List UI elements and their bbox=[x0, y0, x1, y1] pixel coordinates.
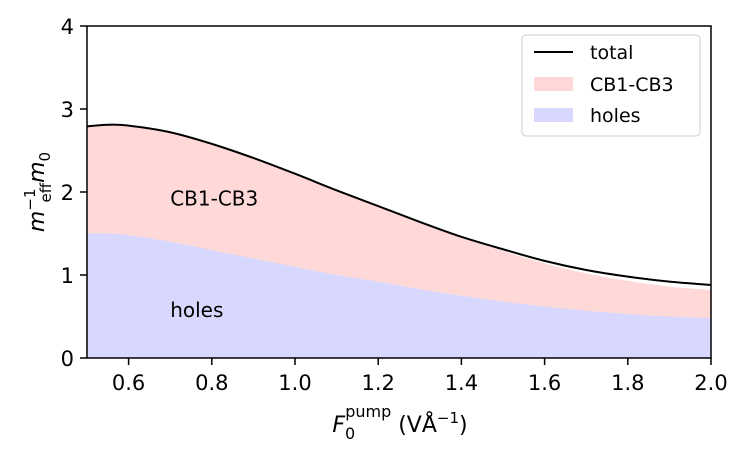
legend-swatch-cb1-cb3 bbox=[534, 77, 573, 91]
y-tick-label: 1 bbox=[61, 264, 74, 288]
legend-label-holes: holes bbox=[590, 105, 641, 127]
y-tick-label: 3 bbox=[61, 98, 74, 122]
x-axis-label-unit: (VÅ bbox=[391, 411, 437, 438]
y-tick-label: 0 bbox=[61, 347, 74, 371]
y-tick-label: 4 bbox=[61, 15, 74, 39]
x-axis-label-sub: 0 bbox=[345, 424, 355, 443]
x-tick-label: 1.6 bbox=[528, 371, 561, 395]
y-axis-label: m−1effm0 bbox=[21, 152, 55, 232]
area-fills bbox=[87, 124, 711, 358]
annotation-cb1-cb3: CB1-CB3 bbox=[170, 187, 258, 211]
x-tick-label: 0.8 bbox=[195, 371, 228, 395]
y-axis-label-sub: eff bbox=[37, 182, 55, 202]
x-tick-label: 2.0 bbox=[694, 371, 727, 395]
total-line bbox=[86, 123, 712, 286]
x-axis-label-base: F bbox=[332, 413, 345, 438]
y-axis-label-tail: m bbox=[25, 161, 50, 182]
area-holes bbox=[87, 233, 711, 358]
legend-label-total: total bbox=[590, 42, 633, 64]
x-tick-label: 1.0 bbox=[278, 371, 311, 395]
legend-swatch-holes bbox=[534, 108, 573, 122]
x-tick-label: 0.6 bbox=[112, 371, 145, 395]
y-axis-label-base: m bbox=[25, 211, 50, 232]
annotations: CB1-CB3 holes bbox=[170, 187, 258, 322]
x-axis-label: F0 pump (VÅ−1) bbox=[332, 402, 467, 443]
x-axis-label-sup: pump bbox=[345, 402, 391, 421]
x-tick-label: 1.8 bbox=[611, 371, 644, 395]
y-tick-label: 2 bbox=[61, 181, 74, 205]
y-axis-label-sup: −1 bbox=[21, 189, 39, 211]
legend: total CB1-CB3 holes bbox=[521, 34, 701, 137]
y-axis-label-tail-sub: 0 bbox=[36, 152, 54, 162]
y-axis-ticks: 0 1 2 3 4 bbox=[61, 15, 87, 371]
x-axis-label-unit-close: ) bbox=[459, 413, 468, 438]
x-tick-label: 1.2 bbox=[361, 371, 394, 395]
x-axis-label-unit-sup: −1 bbox=[437, 409, 459, 427]
legend-label-cb1-cb3: CB1-CB3 bbox=[590, 74, 674, 96]
annotation-holes: holes bbox=[170, 298, 223, 322]
x-tick-label: 1.4 bbox=[445, 371, 478, 395]
plot-area: CB1-CB3 holes bbox=[86, 123, 712, 358]
x-axis-ticks: 0.6 0.8 1.0 1.2 1.4 1.6 1.8 2.0 bbox=[112, 358, 728, 395]
